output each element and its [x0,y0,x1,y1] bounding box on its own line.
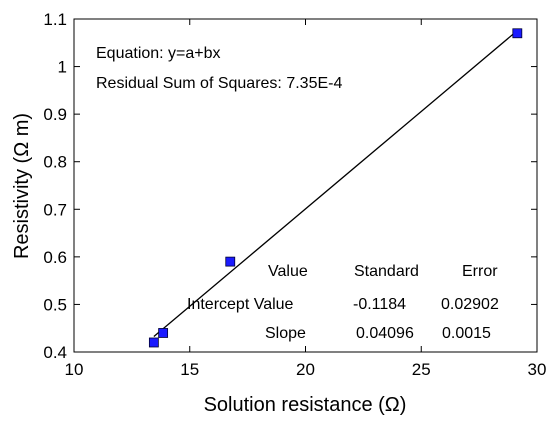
fit-line-layer [153,30,518,338]
fit-table-row-slope-label: Slope [265,325,306,342]
residual-annotation: Residual Sum of Squares: 7.35E-4 [96,75,342,92]
data-point [158,328,169,338]
y-tick-label: 0.9 [43,105,67,124]
y-tick-label: 0.6 [43,248,67,267]
data-points [148,28,523,348]
data-point [225,256,236,267]
fit-table-row-slope-error: 0.0015 [442,325,491,342]
equation-annotation: Equation: y=a+bx [96,45,221,62]
fit-table-header-value: Value [268,263,308,280]
y-axis-title: Resistivity (Ω m) [11,113,33,259]
fit-table-row-intercept-value: -0.1184 [353,296,406,313]
fit-table-row-intercept-error: 0.02902 [441,296,499,313]
y-tick-label: 0.4 [43,343,67,362]
x-tick-label: 25 [412,360,431,379]
fit-line [153,30,518,338]
fit-table-row-slope-value: 0.04096 [356,325,414,342]
fit-table-header-standard: Standard [354,263,419,280]
y-tick-label: 0.5 [43,295,67,314]
y-tick-label: 0.8 [43,153,67,172]
x-tick-label: 10 [65,360,84,379]
y-tick-label: 0.7 [43,200,67,219]
plot-area [73,18,538,353]
x-axis-title: Solution resistance (Ω) [204,394,407,416]
data-point [148,337,159,348]
y-tick-label: 1.1 [43,10,67,29]
x-tick-label: 15 [180,360,199,379]
fit-table-header-error: Error [462,263,498,280]
y-axis: 0.4 0.5 0.6 0.7 0.8 0.9 1 1.1 [43,10,537,362]
x-axis: 10 15 20 25 30 [65,19,547,379]
fit-table-row-intercept-label: Intercept Value [187,296,294,313]
x-tick-label: 30 [528,360,547,379]
y-tick-label: 1 [58,58,67,77]
x-tick-label: 20 [296,360,315,379]
data-point [512,28,523,39]
